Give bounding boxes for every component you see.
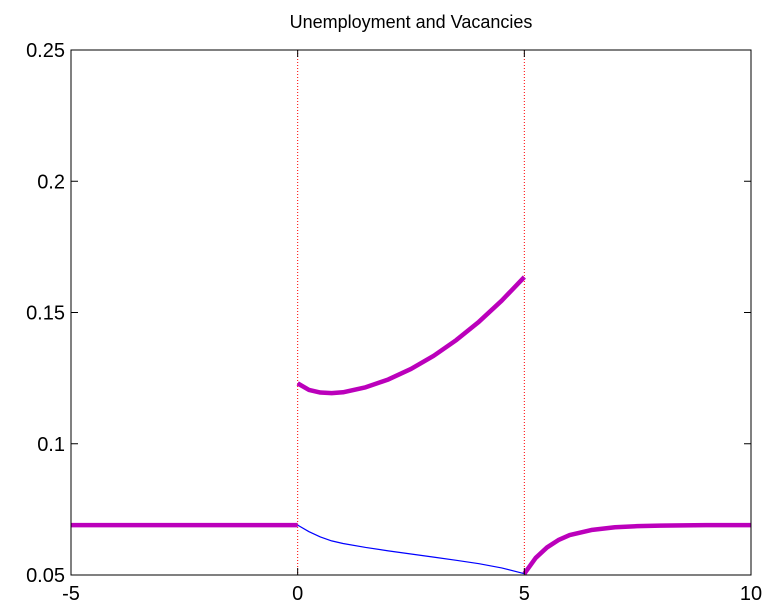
y-tick-label: 0.1 xyxy=(37,434,65,456)
y-tick-label: 0.05 xyxy=(26,565,65,587)
y-tick-label: 0.2 xyxy=(37,171,65,193)
x-tick-label: 0 xyxy=(292,583,303,605)
reference-lines xyxy=(297,50,525,575)
x-tick-label: 10 xyxy=(740,583,762,605)
series-thick-line-1 xyxy=(296,275,526,396)
x-tick-label: -5 xyxy=(62,583,80,605)
series-thick-line-2 xyxy=(522,522,751,576)
x-tick-label: 5 xyxy=(519,583,530,605)
series-thin-line-0 xyxy=(297,524,525,575)
axis-ticks: -5 0 5 10 0.05 0.1 0.15 0.2 0.25 xyxy=(26,40,762,605)
y-tick-label: 0.15 xyxy=(26,303,65,325)
chart-title: Unemployment and Vacancies xyxy=(290,12,533,32)
y-tick-label: 0.25 xyxy=(26,40,65,62)
series-layer xyxy=(71,275,751,576)
